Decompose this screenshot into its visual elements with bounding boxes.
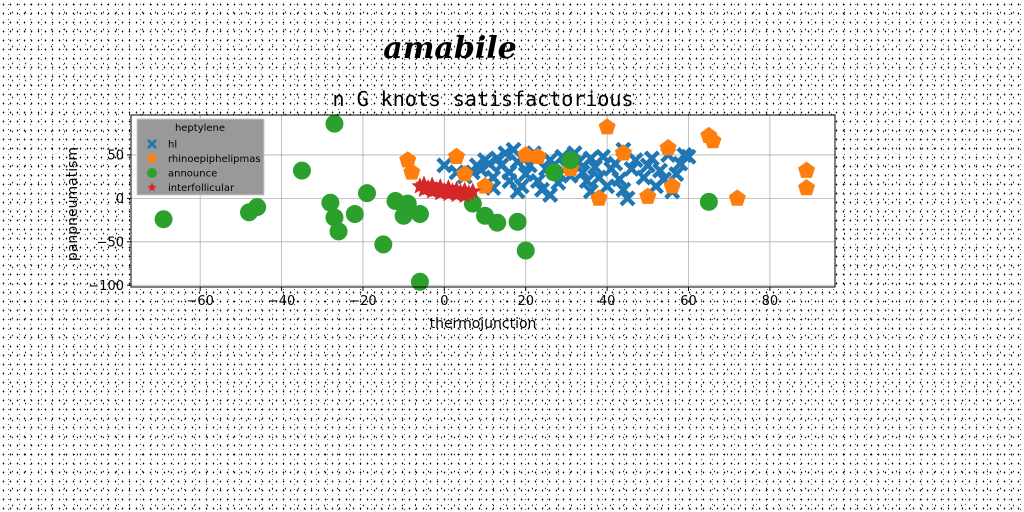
data-point-hl <box>542 186 559 203</box>
legend-marker-announce <box>147 168 157 178</box>
data-point-hl <box>497 145 514 162</box>
data-point-announce <box>488 213 507 232</box>
data-point-interfollicular <box>456 186 474 204</box>
data-point-announce <box>410 205 429 224</box>
x-tick-label: 20 <box>517 294 534 309</box>
data-point-rhinoepiphelipmas <box>517 146 535 163</box>
chart-suptitle: amabile <box>383 31 516 66</box>
data-point-announce <box>345 205 364 224</box>
data-point-hl <box>517 166 534 183</box>
x-tick-label: −60 <box>186 294 213 309</box>
legend-label: rhinoepiphelipmas <box>168 154 261 165</box>
data-point-rhinoepiphelipmas <box>598 118 616 135</box>
data-point-hl <box>643 150 660 167</box>
data-point-rhinoepiphelipmas <box>476 177 494 194</box>
data-point-hl <box>599 178 616 195</box>
x-tick-label: 0 <box>440 294 448 309</box>
data-point-announce <box>154 210 173 229</box>
data-point-rhinoepiphelipmas <box>728 189 746 206</box>
x-tick-label: 80 <box>762 294 779 309</box>
plot-frame <box>130 114 836 288</box>
data-point-announce <box>398 194 417 213</box>
data-point-hl <box>595 148 612 165</box>
legend-marker-hl <box>147 139 157 149</box>
data-point-hl <box>611 171 628 188</box>
grid <box>131 115 835 287</box>
data-point-rhinoepiphelipmas <box>590 189 608 206</box>
data-point-rhinoepiphelipmas <box>639 187 657 204</box>
y-axis-label: panpneumatism <box>65 147 81 261</box>
data-point-announce <box>329 222 348 241</box>
data-point-hl <box>529 173 546 190</box>
legend-label: hl <box>168 140 177 151</box>
x-axis-label: thermojunction <box>430 316 537 332</box>
legend-marker-interfollicular <box>147 182 157 192</box>
data-point-rhinoepiphelipmas <box>614 144 632 161</box>
data-point-announce <box>325 114 344 133</box>
data-point-hl <box>680 148 697 165</box>
data-point-rhinoepiphelipmas <box>659 139 677 156</box>
data-point-hl <box>505 141 522 158</box>
data-point-rhinoepiphelipmas <box>448 147 466 164</box>
data-point-hl <box>509 183 526 200</box>
legend-box <box>136 118 265 196</box>
data-point-hl <box>619 190 636 207</box>
data-point-hl <box>574 164 591 181</box>
data-point-rhinoepiphelipmas <box>399 151 417 168</box>
data-point-rhinoepiphelipmas <box>798 161 816 178</box>
data-point-announce <box>325 208 344 227</box>
data-point-announce <box>545 163 564 182</box>
legend: heptylene hl rhinoepiphelipmas announce int… <box>136 118 265 196</box>
data-point-announce <box>410 272 429 291</box>
data-point-hl <box>652 162 669 179</box>
legend-marker-rhinoepiphelipmas <box>147 153 157 163</box>
y-tick-label: 50 <box>107 148 124 163</box>
data-point-announce <box>508 212 527 231</box>
x-tick-label: 60 <box>680 294 697 309</box>
data-point-hl <box>623 160 640 177</box>
data-point-rhinoepiphelipmas <box>403 163 421 180</box>
legend-title: heptylene <box>175 123 225 134</box>
data-point-announce <box>248 198 267 217</box>
x-tick-label: −40 <box>268 294 295 309</box>
data-point-hl <box>635 169 652 186</box>
data-point-announce <box>516 241 535 260</box>
data-point-rhinoepiphelipmas <box>798 179 816 196</box>
x-tick-label: 40 <box>599 294 616 309</box>
legend-label: announce <box>168 169 217 180</box>
data-point-rhinoepiphelipmas <box>663 177 681 194</box>
data-point-announce <box>321 193 340 212</box>
data-point-hl <box>578 173 595 190</box>
data-point-announce <box>292 161 311 180</box>
series-announce <box>154 114 718 291</box>
data-point-announce <box>374 235 393 254</box>
data-point-hl <box>436 157 453 174</box>
data-point-rhinoepiphelipmas <box>456 165 474 182</box>
legend-label: interfollicular <box>168 183 235 194</box>
data-point-hl <box>582 150 599 167</box>
y-tick-label: −50 <box>97 235 124 250</box>
data-point-announce <box>699 192 718 211</box>
data-point-hl <box>615 181 632 198</box>
chart-title: n G knots satisfactorious <box>332 87 633 111</box>
data-point-announce <box>358 184 377 203</box>
data-point-rhinoepiphelipmas <box>529 147 547 164</box>
series-interfollicular <box>411 175 482 204</box>
axis-ticks: −60 −40 −20 0 20 40 60 80 −100 −50 0 50 <box>88 148 778 309</box>
data-point-hl <box>627 152 644 169</box>
y-tick-label: 0 <box>116 192 124 207</box>
data-marks <box>154 114 816 291</box>
data-point-announce <box>561 151 580 170</box>
data-point-rhinoepiphelipmas <box>704 132 722 149</box>
plot-area: −60 −40 −20 0 20 40 60 80 −100 −50 0 50 <box>88 114 836 309</box>
x-tick-label: −20 <box>349 294 376 309</box>
y-tick-label: −100 <box>88 279 124 294</box>
